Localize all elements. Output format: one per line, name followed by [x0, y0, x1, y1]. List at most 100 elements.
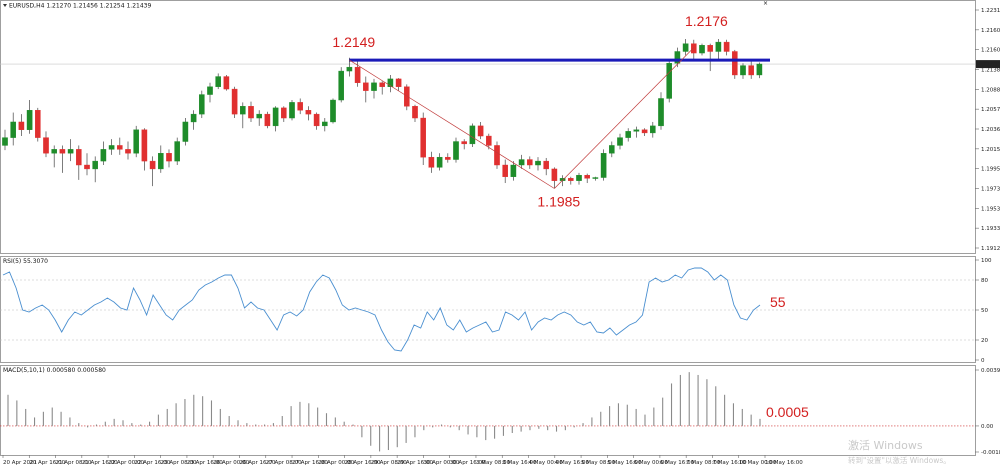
- candle-down[interactable]: [494, 145, 500, 166]
- candle-up[interactable]: [198, 94, 205, 115]
- candle-up[interactable]: [157, 153, 164, 170]
- candle-down[interactable]: [568, 178, 574, 181]
- candle-down[interactable]: [354, 66, 361, 84]
- candle-up[interactable]: [256, 113, 263, 119]
- candle-down[interactable]: [420, 117, 427, 158]
- candle-up[interactable]: [453, 141, 459, 160]
- candle-up[interactable]: [108, 145, 115, 150]
- candle-down[interactable]: [18, 121, 25, 130]
- macd-pane[interactable]: 0.00395 0.00 -0.00184 0.0005: [0, 368, 1000, 456]
- candle-up[interactable]: [182, 121, 189, 142]
- candle-down[interactable]: [248, 106, 254, 119]
- candle-up[interactable]: [272, 107, 279, 127]
- candle-up[interactable]: [207, 86, 213, 95]
- candle-up[interactable]: [174, 141, 181, 162]
- candle-down[interactable]: [59, 149, 66, 154]
- candle-up[interactable]: [740, 65, 746, 76]
- candle-down[interactable]: [691, 43, 697, 54]
- candle-down[interactable]: [116, 145, 123, 150]
- candle-down[interactable]: [166, 153, 172, 162]
- rsi-line[interactable]: [2, 267, 761, 352]
- candle-down[interactable]: [223, 76, 230, 90]
- main-price-pane[interactable]: 1.22310 1.21605 1.21600 1.21385 1.20880 1.205…: [0, 8, 1000, 252]
- candle-up[interactable]: [666, 63, 672, 99]
- candle-up[interactable]: [699, 45, 705, 54]
- candle-down[interactable]: [35, 110, 41, 138]
- candle-up[interactable]: [26, 110, 33, 130]
- candle-down[interactable]: [486, 135, 492, 146]
- candle-up[interactable]: [67, 149, 74, 154]
- candle-up[interactable]: [625, 131, 631, 138]
- candle-down[interactable]: [551, 168, 558, 181]
- candle-up[interactable]: [674, 51, 681, 64]
- candle-down[interactable]: [404, 86, 410, 107]
- candle-up[interactable]: [215, 76, 222, 87]
- candle-down[interactable]: [412, 106, 418, 119]
- candle-up[interactable]: [387, 78, 394, 87]
- candle-down[interactable]: [264, 113, 271, 127]
- candle-up[interactable]: [436, 156, 443, 168]
- candle-down[interactable]: [313, 113, 320, 127]
- candle-down[interactable]: [281, 107, 287, 119]
- candle-down[interactable]: [305, 110, 312, 115]
- candle-up[interactable]: [330, 99, 336, 123]
- candle-down[interactable]: [477, 125, 484, 137]
- candle-up[interactable]: [10, 121, 17, 138]
- candle-down[interactable]: [363, 82, 369, 91]
- candle-down[interactable]: [502, 164, 509, 177]
- candle-up[interactable]: [2, 137, 8, 146]
- candle-down[interactable]: [141, 129, 148, 162]
- rsi-pane[interactable]: 100 80 50 20 0 55: [0, 258, 992, 364]
- candle-up[interactable]: [322, 121, 328, 127]
- candle-down[interactable]: [527, 159, 533, 166]
- candle-down[interactable]: [395, 78, 402, 87]
- candle-down[interactable]: [84, 164, 90, 170]
- candle-down[interactable]: [732, 51, 738, 76]
- candle-down[interactable]: [641, 129, 648, 134]
- candle-down[interactable]: [379, 82, 386, 87]
- candle-up[interactable]: [371, 82, 377, 91]
- symbol-dropdown-arrow-icon[interactable]: [3, 4, 7, 7]
- candle-up[interactable]: [510, 164, 517, 177]
- candle-up[interactable]: [609, 145, 615, 154]
- candle-down[interactable]: [584, 174, 590, 179]
- candle-up[interactable]: [518, 159, 525, 166]
- candle-up[interactable]: [658, 98, 664, 127]
- candle-down[interactable]: [461, 141, 468, 145]
- candle-up[interactable]: [469, 125, 476, 145]
- candle-up[interactable]: [239, 106, 246, 115]
- candle-up[interactable]: [592, 177, 599, 179]
- candle-up[interactable]: [289, 102, 295, 119]
- candle-down[interactable]: [428, 156, 435, 168]
- candle-up[interactable]: [51, 149, 57, 154]
- candle-down[interactable]: [125, 149, 131, 154]
- candle-down[interactable]: [748, 65, 754, 76]
- candle-up[interactable]: [190, 113, 197, 123]
- candle-down[interactable]: [543, 160, 549, 170]
- candle-down[interactable]: [707, 45, 713, 52]
- candle-down[interactable]: [723, 41, 730, 52]
- candle-down[interactable]: [43, 137, 49, 154]
- candle-up[interactable]: [133, 129, 140, 154]
- candle-up[interactable]: [633, 129, 640, 132]
- candle-down[interactable]: [149, 160, 156, 170]
- candle-up[interactable]: [92, 160, 98, 170]
- candle-up[interactable]: [346, 66, 353, 72]
- candle-up[interactable]: [576, 174, 582, 181]
- candle-up[interactable]: [650, 125, 656, 134]
- trend-line[interactable]: [349, 59, 555, 189]
- candle-down[interactable]: [75, 149, 82, 166]
- trend-line[interactable]: [554, 47, 695, 189]
- candle-up[interactable]: [682, 43, 689, 52]
- corner-close-icon[interactable]: ×: [763, 0, 768, 7]
- candle-up[interactable]: [100, 149, 107, 162]
- candle-up[interactable]: [338, 70, 345, 101]
- candle-up[interactable]: [617, 137, 623, 146]
- candle-up[interactable]: [715, 41, 722, 52]
- candle-up[interactable]: [535, 160, 541, 166]
- candle-up[interactable]: [600, 153, 607, 178]
- candle-down[interactable]: [297, 102, 304, 111]
- candle-up[interactable]: [756, 63, 763, 76]
- candle-down[interactable]: [231, 88, 238, 115]
